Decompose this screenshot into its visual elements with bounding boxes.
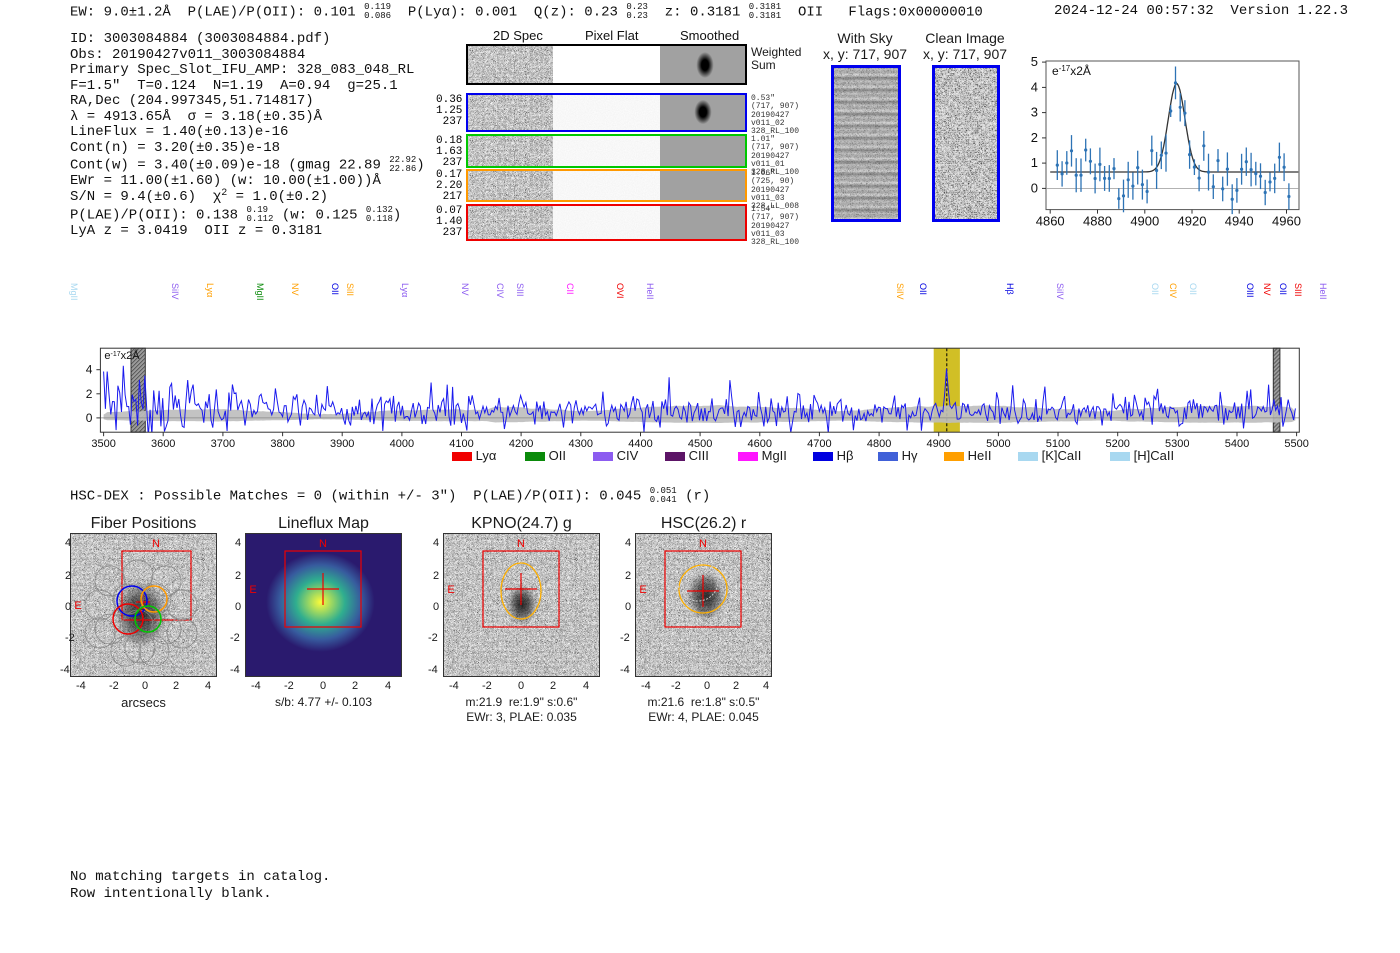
svg-text:4860: 4860 [1036,214,1065,229]
svg-text:4: 4 [86,363,93,377]
svg-text:0: 0 [1031,180,1038,195]
svg-text:e-17x2Å: e-17x2Å [104,349,140,362]
svg-text:N: N [699,538,707,550]
svg-text:4960: 4960 [1272,214,1301,229]
svg-text:1: 1 [1031,155,1038,170]
svg-text:3500: 3500 [91,438,115,450]
svg-text:4: 4 [1031,79,1038,94]
svg-text:E: E [74,600,81,612]
svg-text:4300: 4300 [569,438,593,450]
svg-text:e-17x2Å: e-17x2Å [1052,63,1091,78]
svg-text:3700: 3700 [211,438,235,450]
svg-text:N: N [517,538,525,550]
svg-text:E: E [447,584,454,596]
svg-text:4900: 4900 [1130,214,1159,229]
svg-text:3900: 3900 [330,438,354,450]
svg-text:4880: 4880 [1083,214,1112,229]
svg-text:0: 0 [86,411,93,425]
svg-text:5400: 5400 [1225,438,1249,450]
svg-text:N: N [152,538,160,550]
svg-text:3: 3 [1031,105,1038,120]
svg-text:4920: 4920 [1178,214,1207,229]
svg-text:2: 2 [86,387,93,401]
svg-text:3600: 3600 [151,438,175,450]
svg-text:N: N [319,538,327,550]
svg-text:E: E [249,584,256,596]
svg-text:E: E [639,584,646,596]
svg-text:2: 2 [1031,130,1038,145]
svg-text:4000: 4000 [390,438,414,450]
svg-text:3800: 3800 [270,438,294,450]
svg-text:5: 5 [1031,54,1038,69]
svg-text:5500: 5500 [1284,438,1308,450]
svg-text:4940: 4940 [1225,214,1254,229]
